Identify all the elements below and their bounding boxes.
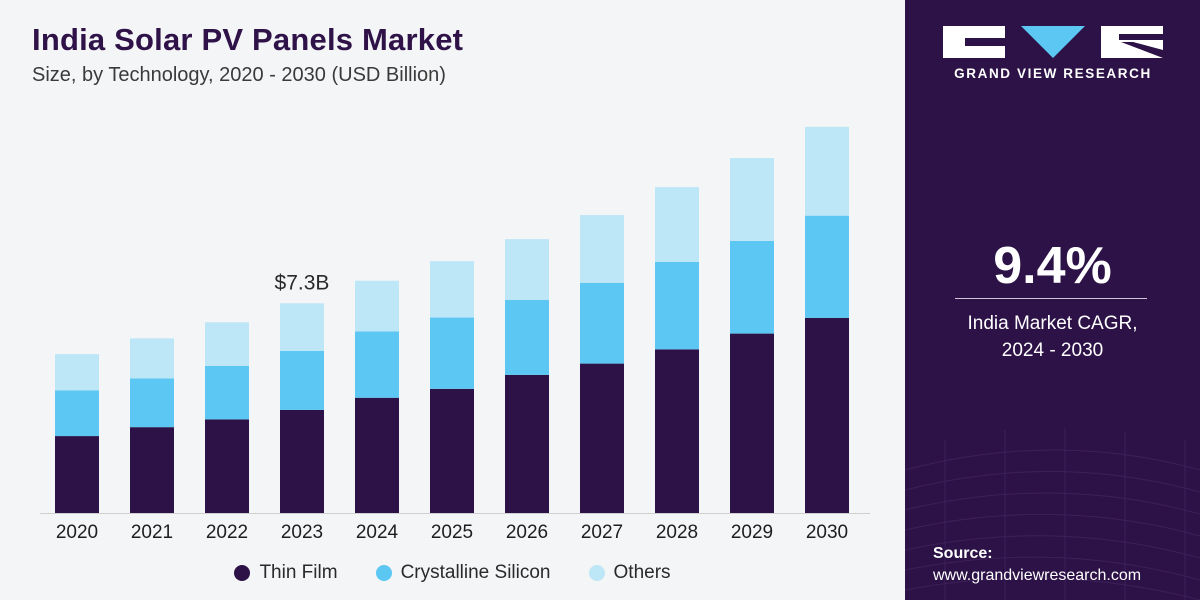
brand-panel: GRAND VIEW RESEARCH 9.4% India Market CA… — [905, 0, 1200, 600]
bar-2021-thin-film — [130, 427, 174, 513]
bar-2026-others — [505, 239, 549, 301]
chart-legend: Thin Film Crystalline Silicon Others — [0, 562, 905, 584]
x-tick-label: 2028 — [656, 522, 698, 543]
bar-2027-thin-film — [580, 363, 624, 513]
bar-2028-crystalline-silicon — [655, 262, 699, 350]
legend-swatch — [234, 565, 251, 581]
x-tick-label: 2021 — [131, 522, 173, 543]
bar-2030-thin-film — [805, 317, 849, 513]
bar-2029-thin-film — [730, 333, 774, 513]
bar-2025-thin-film — [430, 388, 474, 513]
source-label: Source: — [933, 545, 993, 562]
bar-2026-crystalline-silicon — [505, 300, 549, 375]
bar-2023-thin-film — [280, 409, 324, 513]
legend-label: Crystalline Silicon — [400, 562, 551, 583]
bar-2025-others — [430, 261, 474, 318]
legend-swatch — [588, 565, 605, 581]
x-tick-label: 2024 — [356, 522, 399, 543]
bar-2024-others — [355, 280, 399, 332]
legend-label: Others — [613, 562, 671, 583]
bar-2021-crystalline-silicon — [130, 378, 174, 428]
bar-2027-crystalline-silicon — [580, 282, 624, 364]
bar-2029-crystalline-silicon — [730, 240, 774, 334]
cagr-label-line2: 2024 - 2030 — [1001, 340, 1104, 361]
bar-2026-thin-film — [505, 374, 549, 513]
brand-name: GRAND VIEW RESEARCH — [954, 66, 1152, 81]
cagr-label: India Market CAGR, 2024 - 2030 — [905, 310, 1200, 364]
bar-2023-crystalline-silicon — [280, 350, 324, 410]
bar-2021-others — [130, 338, 174, 379]
bar-2020-crystalline-silicon — [55, 390, 99, 437]
x-tick-label: 2029 — [731, 522, 773, 543]
bar-2020-others — [55, 354, 99, 391]
bar-2022-crystalline-silicon — [205, 365, 249, 420]
data-label-total: $7.3B — [275, 271, 330, 294]
x-tick-label: 2027 — [581, 522, 623, 543]
x-tick-label: 2020 — [56, 522, 98, 543]
stacked-bar-chart: 2020 2021 2022 2023 $7.3B 2024 2025 2026 2027 202… — [40, 126, 870, 543]
bar-2024-thin-film — [355, 397, 399, 513]
x-tick-label: 2023 — [281, 522, 323, 543]
legend-item-crystalline-silicon: Crystalline Silicon — [375, 562, 551, 584]
bar-2028-others — [655, 187, 699, 263]
bar-2020-thin-film — [55, 436, 99, 513]
bar-2025-crystalline-silicon — [430, 317, 474, 389]
background-pattern — [905, 428, 1200, 600]
legend-item-thin-film: Thin Film — [234, 562, 338, 584]
x-tick-label: 2025 — [431, 522, 473, 543]
source-url[interactable]: www.grandviewresearch.com — [933, 567, 1142, 584]
legend-swatch — [375, 565, 392, 581]
cagr-label-line1: India Market CAGR, — [967, 313, 1138, 334]
bar-2028-thin-film — [655, 349, 699, 513]
brand-logo: GRAND VIEW RESEARCH — [943, 24, 1163, 81]
bar-2022-others — [205, 322, 249, 366]
bar-2027-others — [580, 215, 624, 283]
bar-2030-others — [805, 126, 849, 216]
chart-title: India Solar PV Panels Market — [32, 22, 464, 57]
chart-panel: India Solar PV Panels Market Size, by Te… — [0, 22, 905, 584]
bar-2029-others — [730, 158, 774, 241]
bar-2030-crystalline-silicon — [805, 215, 849, 318]
cagr-value: 9.4% — [993, 237, 1112, 295]
gvr-logo-icon — [943, 26, 1163, 58]
x-tick-label: 2022 — [206, 522, 248, 543]
x-tick-label: 2030 — [806, 522, 848, 543]
x-tick-label: 2026 — [506, 522, 548, 543]
chart-subtitle: Size, by Technology, 2020 - 2030 (USD Bi… — [32, 64, 446, 86]
divider — [955, 298, 1147, 299]
bar-2024-crystalline-silicon — [355, 331, 399, 398]
legend-item-others: Others — [588, 562, 671, 584]
bar-2023-others — [280, 303, 324, 351]
bar-2022-thin-film — [205, 419, 249, 513]
legend-label: Thin Film — [259, 562, 338, 583]
